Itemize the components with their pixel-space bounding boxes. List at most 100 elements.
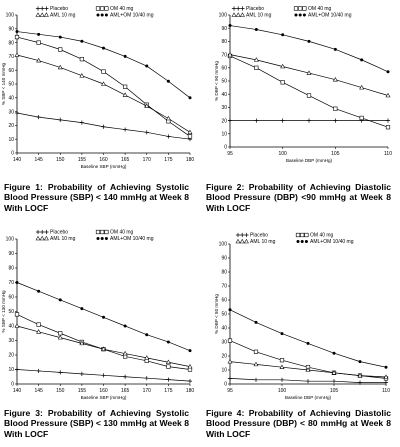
x-tick-label: 175 xyxy=(164,388,173,394)
data-point xyxy=(385,92,391,98)
y-axis-label: % SBP < 140 mmHg xyxy=(1,62,6,105)
legend-marker xyxy=(239,238,245,244)
y-tick-label: 40 xyxy=(221,326,227,332)
legend-marker xyxy=(231,6,237,11)
y-tick-label: 20 xyxy=(8,123,14,129)
x-tick-label: 180 xyxy=(186,157,195,163)
legend-label: AML 10 mg xyxy=(246,13,272,19)
legend-marker xyxy=(104,237,108,240)
data-point xyxy=(79,120,84,125)
data-point xyxy=(123,324,127,328)
chart-panel-sbp-130: 0 10 20 30 40 50 60 70 80 90 100 140 145 150 155 160 165… xyxy=(0,226,200,406)
data-point xyxy=(254,320,258,324)
legend-marker xyxy=(39,12,45,17)
y-tick-label: 70 xyxy=(8,54,14,60)
data-point xyxy=(36,40,41,45)
legend-label: OM 40 mg xyxy=(110,230,134,236)
data-point xyxy=(281,33,285,37)
legend-marker xyxy=(304,232,309,238)
data-point xyxy=(145,64,149,68)
data-point xyxy=(227,338,233,343)
series-aml-om-10-40-mg xyxy=(228,24,390,74)
series-placebo xyxy=(14,367,193,384)
data-point xyxy=(14,110,20,116)
data-point xyxy=(305,367,311,372)
legend-marker xyxy=(44,6,49,11)
x-tick-label: 175 xyxy=(164,157,173,163)
data-point xyxy=(385,125,391,130)
data-point xyxy=(383,374,389,379)
chart-sbp-130: 0 10 20 30 40 50 60 70 80 90 100 140 145 150 155 160 165… xyxy=(1,229,194,400)
x-tick-label: 160 xyxy=(99,157,108,163)
legend-label: Placebo xyxy=(246,6,264,12)
data-point xyxy=(15,30,19,34)
y-axis-label: % DBP < 80 mmHg xyxy=(214,294,219,334)
legend-marker xyxy=(100,13,104,17)
x-tick-label: 140 xyxy=(13,157,22,163)
data-point xyxy=(123,374,128,379)
x-tick-label: 140 xyxy=(13,388,22,394)
legend-label: Placebo xyxy=(50,6,68,12)
chart-panel-sbp-140: 0 10 20 30 40 50 60 70 80 90 100 140 145 150 155 160 165… xyxy=(0,0,200,180)
legend-label: AML+OM 10/40 mg xyxy=(308,13,352,19)
data-point xyxy=(14,323,20,328)
data-point xyxy=(253,361,259,367)
legend-label: AML+OM 10/40 mg xyxy=(110,236,154,242)
data-point xyxy=(359,84,365,90)
data-point xyxy=(145,333,149,337)
x-tick-label: 95 xyxy=(227,388,233,394)
series-line xyxy=(229,25,389,73)
data-point xyxy=(357,372,363,378)
data-point xyxy=(79,340,85,346)
data-point xyxy=(306,70,312,75)
x-tick-label: 160 xyxy=(99,388,108,394)
legend-marker xyxy=(43,235,49,241)
legend-label: OM 40 mg xyxy=(110,6,134,12)
data-point xyxy=(166,79,170,83)
legend-marker xyxy=(100,229,105,235)
series-om-40-mg xyxy=(227,53,391,130)
x-tick-label: 100 xyxy=(278,151,287,157)
data-point xyxy=(253,377,259,382)
data-point xyxy=(384,365,388,369)
y-tick-label: 30 xyxy=(8,338,14,344)
legend-marker xyxy=(39,235,45,241)
x-tick-label: 150 xyxy=(56,157,65,163)
y-tick-label: 90 xyxy=(221,26,227,32)
data-point xyxy=(187,129,193,135)
legend-marker xyxy=(236,6,241,11)
data-point xyxy=(306,341,310,345)
data-point xyxy=(332,77,338,82)
legend-marker xyxy=(304,240,308,243)
data-point xyxy=(80,307,84,311)
data-point xyxy=(253,349,259,354)
data-point xyxy=(166,364,171,369)
x-tick-label: 170 xyxy=(143,388,152,394)
legend-marker xyxy=(40,229,45,235)
series-aml-om-10-40-mg xyxy=(15,281,192,353)
series-placebo xyxy=(227,118,391,123)
data-point xyxy=(305,379,311,384)
data-point xyxy=(37,32,41,36)
data-point xyxy=(79,73,85,78)
chart-dbp-80: 0 10 20 30 40 50 60 70 80 90 100 95 100 105 110 Baselin… xyxy=(214,232,390,400)
series-line xyxy=(229,309,387,368)
y-tick-label: 0 xyxy=(11,382,14,388)
x-tick-label: 145 xyxy=(34,157,43,163)
data-point xyxy=(58,298,62,302)
series-om-40-mg xyxy=(227,338,389,381)
data-point xyxy=(36,329,42,334)
legend-marker xyxy=(100,237,104,240)
data-point xyxy=(123,84,128,89)
chart-sbp-140: 0 10 20 30 40 50 60 70 80 90 100 140 145 150 155 160 165… xyxy=(1,6,195,169)
legend-marker xyxy=(293,6,299,11)
x-tick-label: 155 xyxy=(78,388,87,394)
data-point xyxy=(102,315,105,319)
y-tick-label: 40 xyxy=(8,324,14,330)
data-point xyxy=(188,349,192,353)
data-point xyxy=(332,351,336,355)
y-tick-label: 60 xyxy=(221,66,227,72)
y-axis-label: % DBP < 90 mmHg xyxy=(214,61,219,101)
y-tick-label: 30 xyxy=(221,340,227,346)
data-point xyxy=(101,124,106,129)
